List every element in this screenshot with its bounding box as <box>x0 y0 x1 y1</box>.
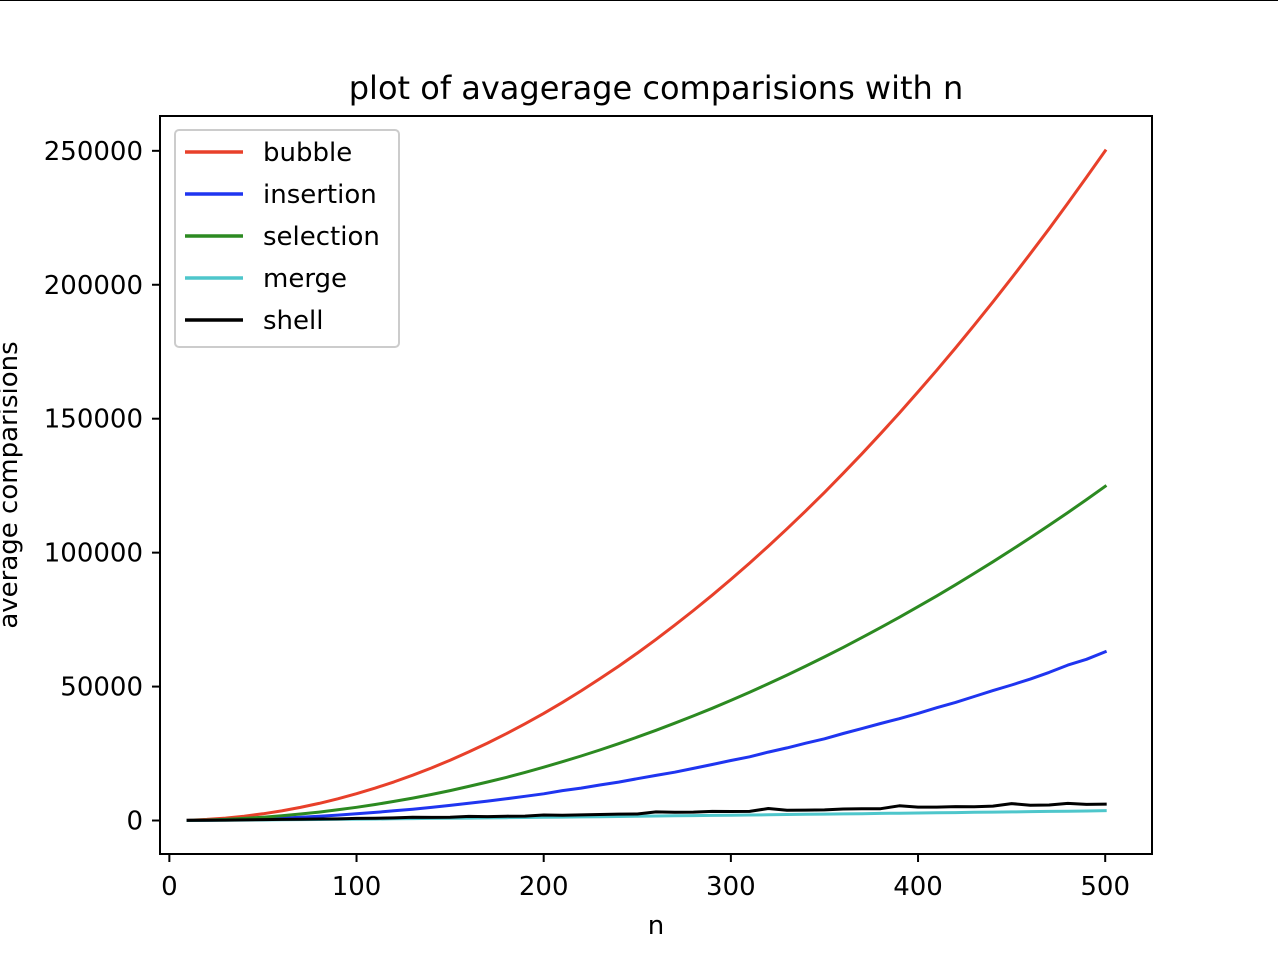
series-line-insertion <box>186 649 1108 822</box>
plot-area-frame <box>159 115 1153 855</box>
legend-label-shell: shell <box>263 306 323 336</box>
y-axis-ticks: 0 50000 100000 150000 200000 250000 <box>44 137 160 837</box>
y-tick-label: 150000 <box>44 405 143 435</box>
legend-label-merge: merge <box>263 264 347 294</box>
x-tick-label: 400 <box>893 872 943 902</box>
legend-label-bubble: bubble <box>263 138 352 168</box>
y-tick-label: 0 <box>126 807 143 837</box>
x-tick-label: 500 <box>1080 872 1130 902</box>
x-tick-label: 200 <box>519 872 569 902</box>
y-tick-label: 50000 <box>60 673 143 703</box>
y-tick-label: 200000 <box>44 271 143 301</box>
series-line-bubble <box>186 148 1108 822</box>
chart-title: plot of avagerage comparisions with n <box>349 69 964 107</box>
x-tick-label: 0 <box>161 872 178 902</box>
y-tick-label: 100000 <box>44 539 143 569</box>
top-border-line <box>0 0 1278 1</box>
x-tick-label: 100 <box>332 872 382 902</box>
y-axis-title: average comparisions <box>0 341 24 628</box>
legend-label-insertion: insertion <box>263 180 377 210</box>
legend-label-selection: selection <box>263 222 380 252</box>
series-line-selection <box>186 484 1108 822</box>
y-tick-label: 250000 <box>44 137 143 167</box>
series-lines <box>186 148 1108 823</box>
legend-box <box>174 129 400 348</box>
legend: bubble insertion selection merge shell <box>174 129 400 348</box>
series-line-shell <box>186 801 1107 822</box>
x-axis-ticks: 0 100 200 300 400 500 <box>161 854 1130 902</box>
x-tick-label: 300 <box>706 872 756 902</box>
x-axis-title: n <box>648 911 664 941</box>
